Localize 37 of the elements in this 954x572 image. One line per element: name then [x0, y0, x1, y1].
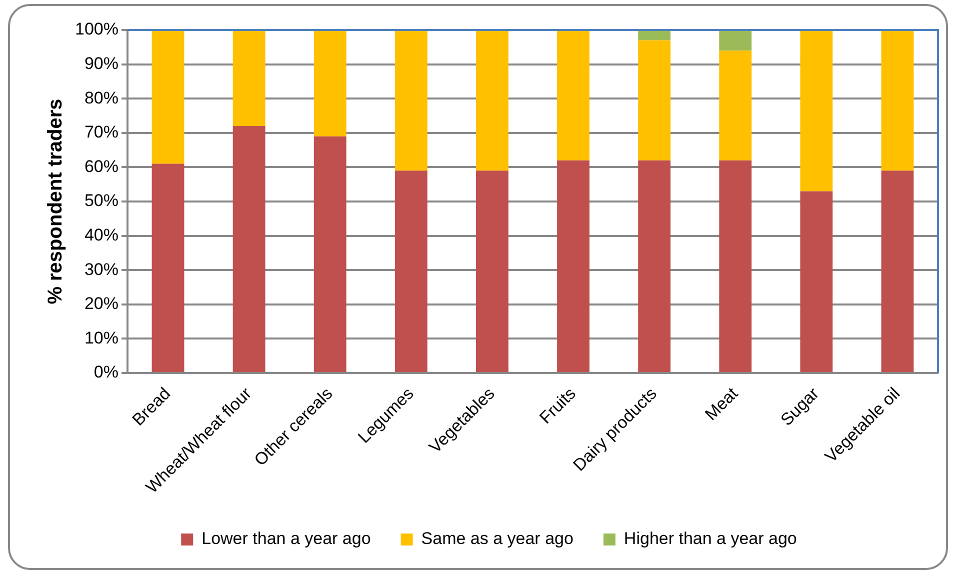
y-tick-label: 80% [84, 88, 118, 108]
y-tick-label: 70% [84, 122, 118, 142]
legend-label: Same as a year ago [421, 529, 574, 548]
y-tick-label: 50% [84, 191, 118, 210]
bar [557, 160, 590, 372]
bar [719, 30, 752, 51]
bar [800, 30, 833, 192]
bar [719, 160, 752, 372]
legend-label: Higher than a year ago [624, 529, 797, 548]
bar [232, 30, 266, 126]
bar [314, 136, 346, 372]
bar [719, 50, 752, 160]
legend-label: Lower than a year ago [202, 529, 371, 548]
y-tick-label: 30% [84, 260, 118, 279]
bar [394, 170, 428, 372]
bar [232, 126, 266, 372]
y-tick-label: 40% [84, 226, 118, 245]
y-axis-title: % respondent traders [44, 98, 67, 304]
bar [152, 30, 184, 164]
bar [152, 164, 184, 372]
y-tick-label: 10% [84, 328, 118, 348]
bar [881, 170, 914, 372]
bar [476, 170, 508, 372]
bar [800, 191, 833, 372]
bar [394, 30, 428, 171]
y-tick-label: 20% [84, 294, 118, 314]
bar [881, 30, 914, 171]
y-tick-label: 100% [74, 20, 118, 39]
bar [476, 30, 508, 171]
bar [638, 30, 671, 40]
bar [638, 40, 671, 160]
y-tick-label: 60% [84, 156, 118, 176]
y-tick-label: 0% [94, 362, 118, 382]
bar [638, 160, 671, 372]
y-tick-label: 90% [84, 54, 118, 73]
bar [557, 30, 590, 160]
bar [314, 30, 346, 136]
